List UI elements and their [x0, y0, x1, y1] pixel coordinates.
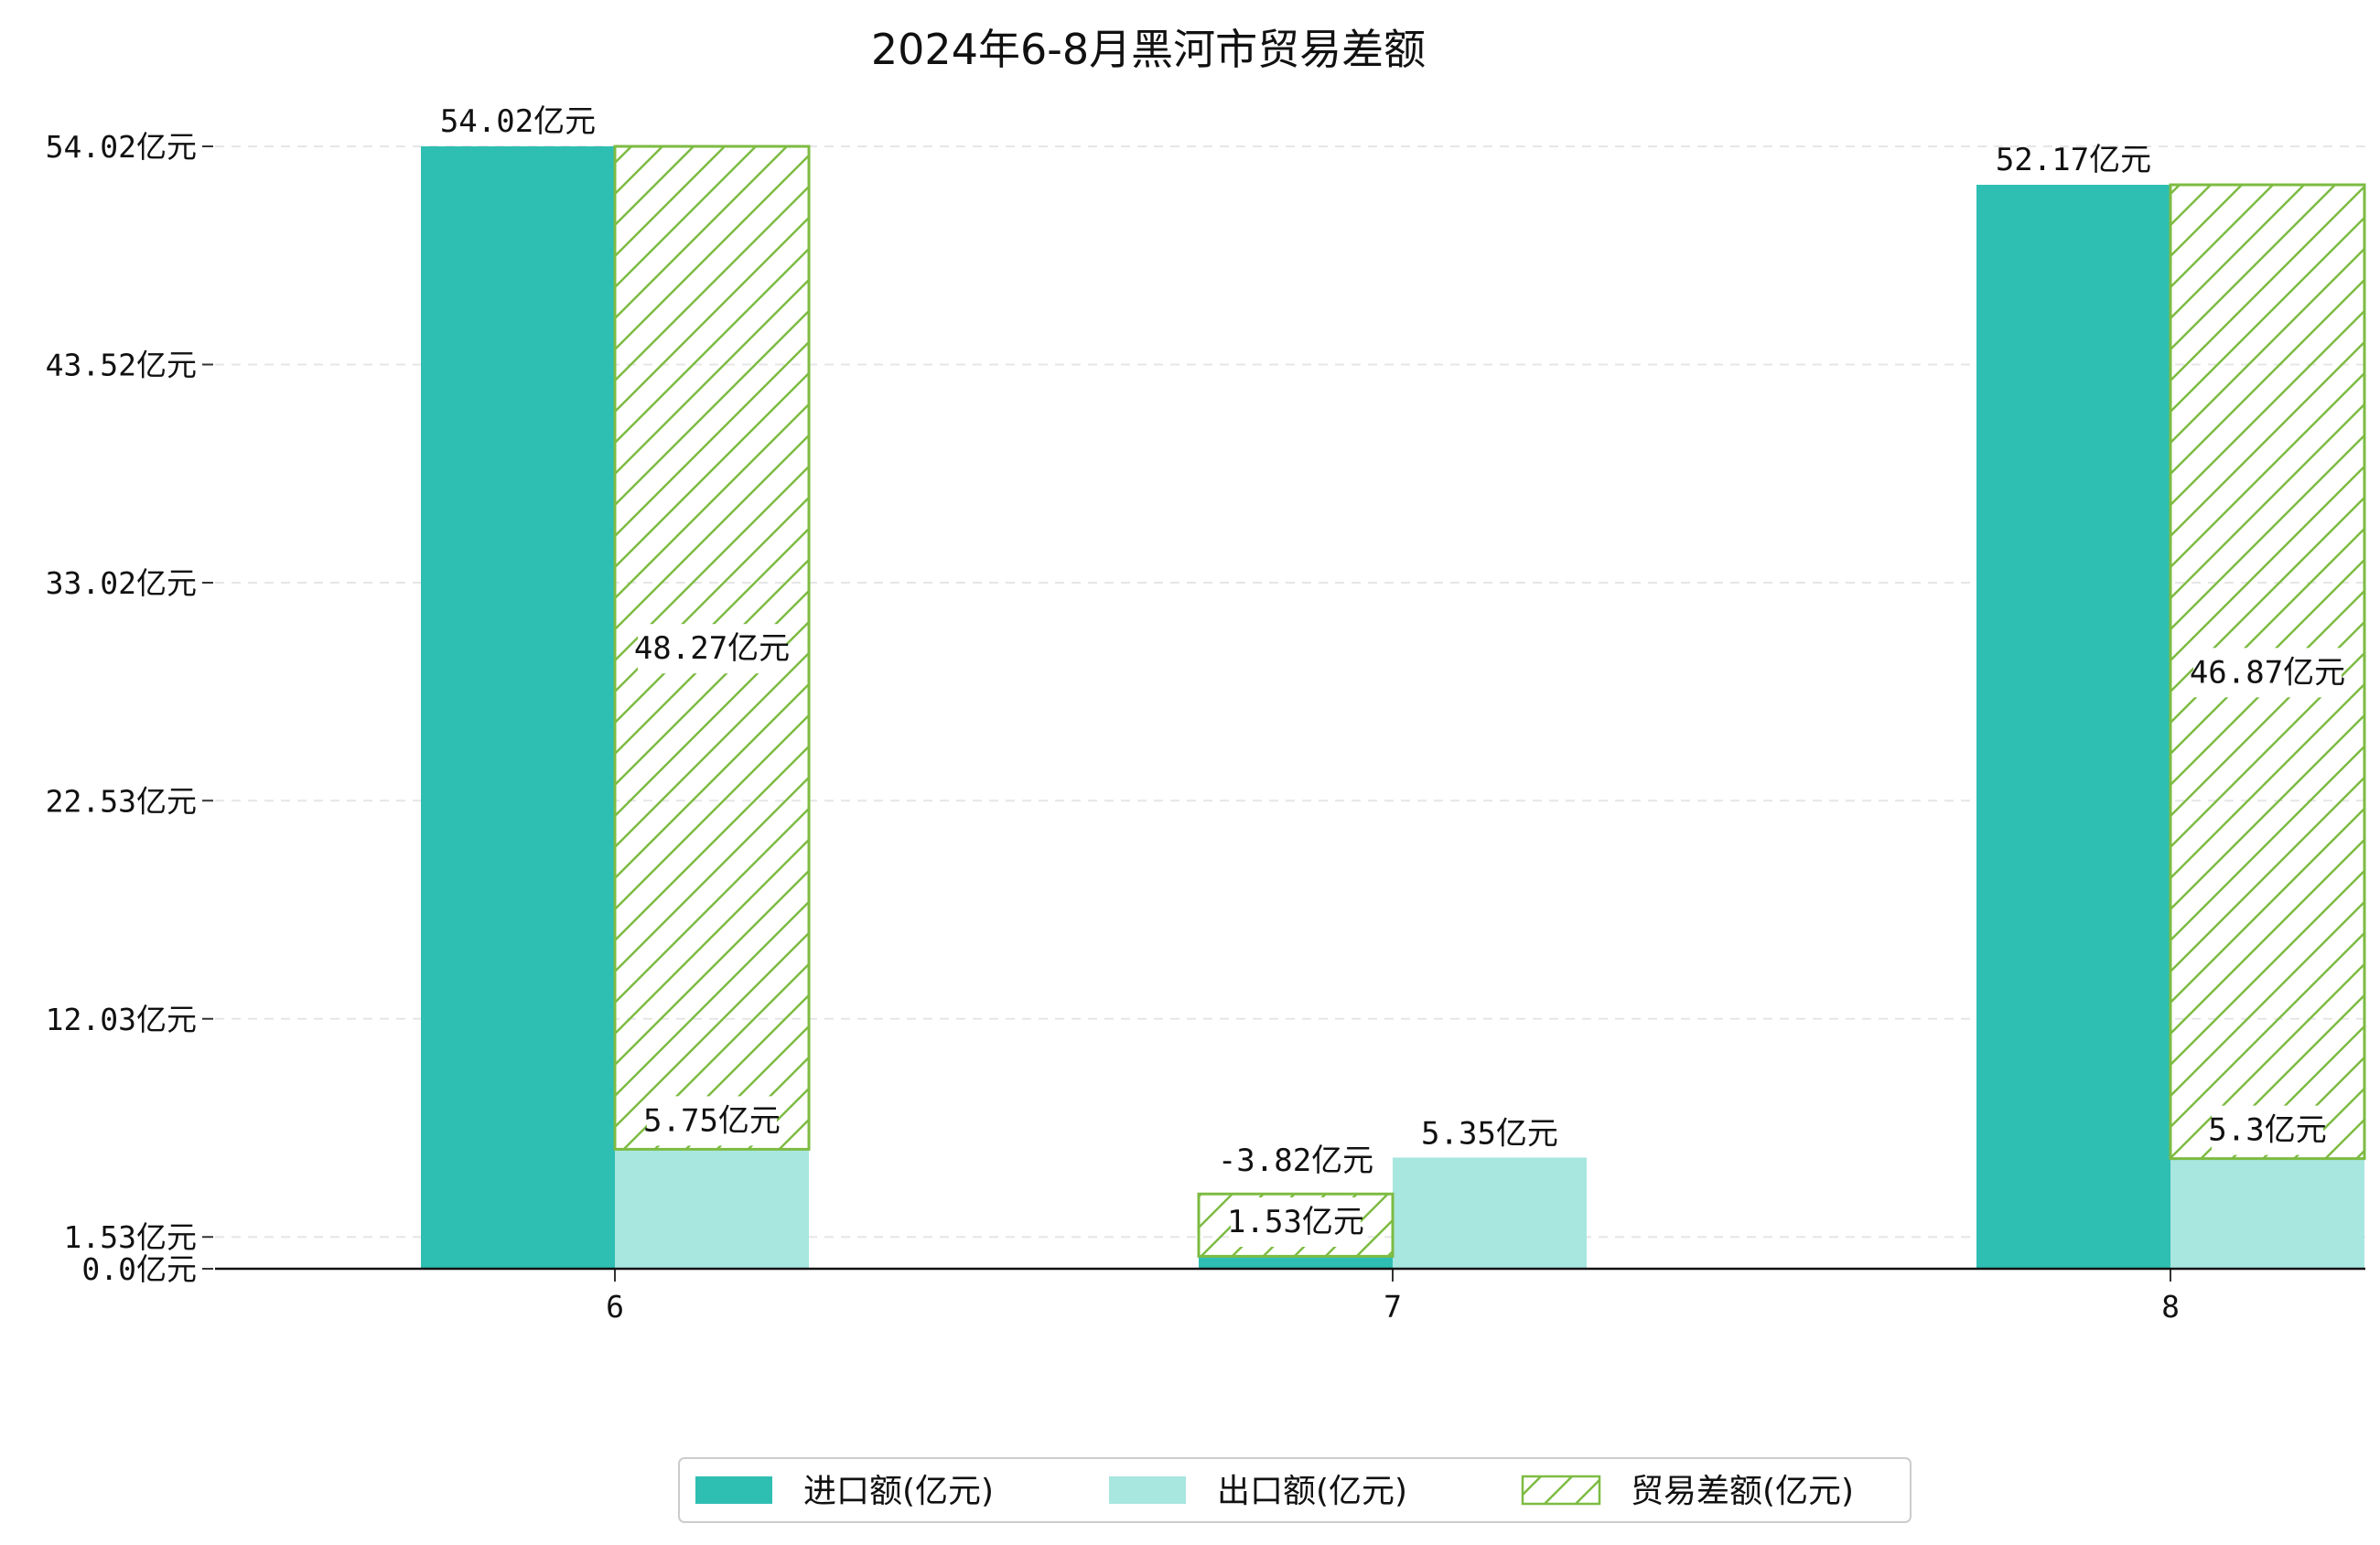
value-label: 5.3亿元: [2208, 1105, 2327, 1155]
legend-box: [678, 1457, 1912, 1523]
bar-import: [1976, 185, 2170, 1270]
value-label-box: [647, 1096, 777, 1146]
legend-item: 出口额(亿元): [1109, 1473, 1407, 1510]
legend-swatch: [1521, 1475, 1601, 1506]
bar-export: [615, 1149, 809, 1269]
value-label-text: 52.17亿元: [1996, 142, 2151, 178]
value-label: 48.27亿元: [634, 624, 790, 674]
value-label-text: 1.53亿元: [1227, 1204, 1364, 1240]
value-label-text: 5.75亿元: [643, 1102, 781, 1139]
value-label: 5.35亿元: [1421, 1115, 1558, 1152]
x-tick-label: 6: [606, 1289, 624, 1325]
legend-item: 贸易差额(亿元): [1521, 1473, 1854, 1510]
value-label-box: [638, 624, 786, 674]
value-label: -3.82亿元: [1218, 1143, 1373, 1179]
legend-item: 进口额(亿元): [695, 1473, 994, 1510]
y-tick-label: 0.0亿元: [81, 1251, 197, 1287]
value-label: 5.75亿元: [643, 1096, 781, 1146]
value-label-text: 46.87亿元: [2190, 654, 2345, 691]
bar-export: [2170, 1158, 2364, 1269]
y-tick-label: 22.53亿元: [46, 783, 197, 819]
value-label: 54.02亿元: [440, 103, 596, 140]
value-label-text: -3.82亿元: [1218, 1143, 1373, 1179]
value-label: 1.53亿元: [1227, 1197, 1364, 1247]
legend-swatch: [695, 1476, 772, 1504]
axes-layer: 0.0亿元1.53亿元12.03亿元22.53亿元33.02亿元43.52亿元5…: [46, 129, 2365, 1325]
legend-swatch: [1109, 1476, 1186, 1504]
chart-title: 2024年6-8月黑河市贸易差额: [871, 25, 1426, 74]
value-label-text: 5.3亿元: [2208, 1112, 2326, 1149]
value-label-box: [2193, 648, 2342, 698]
y-tick-label: 12.03亿元: [46, 1002, 197, 1037]
value-label-box: [1231, 1197, 1361, 1247]
x-tick-label: 8: [2161, 1289, 2180, 1325]
x-tick-label: 7: [1384, 1289, 1402, 1325]
bar-import: [1199, 1256, 1393, 1269]
legend: 进口额(亿元) 出口额(亿元) 贸易差额(亿元): [678, 1457, 1912, 1523]
legend-label: 进口额(亿元): [803, 1473, 994, 1510]
value-label: 52.17亿元: [1996, 142, 2151, 178]
legend-label: 出口额(亿元): [1217, 1473, 1407, 1510]
value-label-text: 54.02亿元: [440, 103, 596, 140]
value-label-text: 48.27亿元: [634, 630, 790, 667]
value-label-box: [2212, 1105, 2323, 1155]
y-tick-label: 43.52亿元: [46, 347, 197, 382]
bar-import: [421, 146, 615, 1269]
y-tick-label: 54.02亿元: [46, 129, 197, 165]
bar-export: [1393, 1157, 1587, 1269]
legend-label: 贸易差额(亿元): [1631, 1473, 1854, 1510]
y-tick-label: 1.53亿元: [64, 1219, 197, 1255]
labels-layer: 54.02亿元 5.75亿元 48.27亿元 1.53亿元 5.35亿元 -3.82亿元 5…: [440, 103, 2345, 1247]
value-label: 46.87亿元: [2190, 648, 2345, 698]
value-label-text: 5.35亿元: [1421, 1115, 1558, 1152]
y-tick-label: 33.02亿元: [46, 565, 197, 601]
